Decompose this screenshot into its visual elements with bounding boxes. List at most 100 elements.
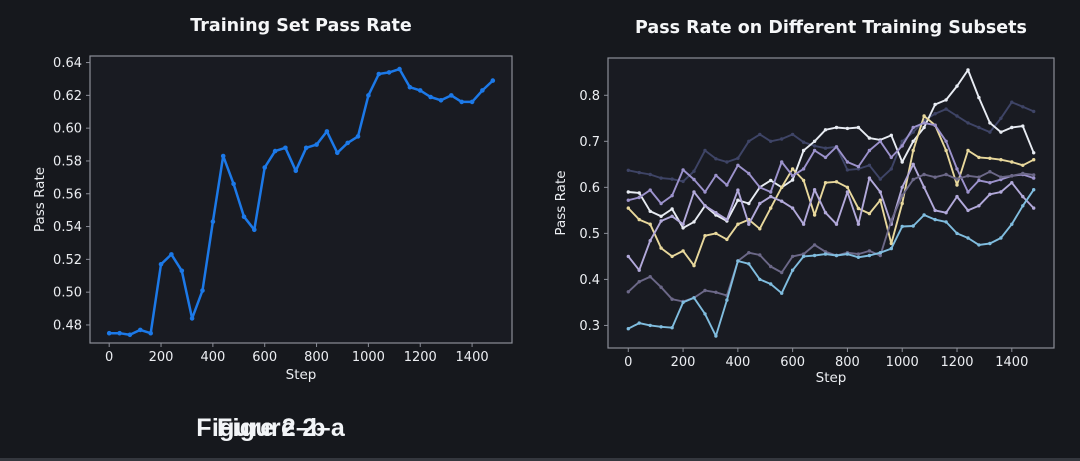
data-point-subset-slate [747, 251, 751, 255]
data-point-subset-skyblue [801, 254, 806, 259]
data-point-subset-ivory [900, 160, 904, 164]
data-point-subset-periwinkle [889, 155, 893, 160]
data-point-subset-yellow [922, 114, 926, 118]
data-point-subset-lavender [856, 222, 861, 226]
data-point-subset-ivory [845, 126, 850, 131]
data-point-subset-slate [911, 177, 915, 182]
x-tick-label: 800 [835, 355, 860, 370]
y-tick-label: 0.64 [53, 56, 82, 71]
data-point-training-set-pass-rate [345, 140, 351, 146]
y-tick-label: 0.54 [53, 220, 82, 235]
x-tick-label: 1000 [352, 350, 385, 365]
data-point-subset-skyblue [922, 213, 926, 217]
data-point-subset-yellow [780, 185, 784, 189]
data-point-subset-ivory [1032, 151, 1036, 155]
data-point-subset-navy [878, 177, 882, 181]
data-point-subset-navy [769, 139, 773, 143]
data-point-subset-yellow [878, 198, 882, 202]
data-point-subset-navy [977, 125, 981, 130]
data-point-subset-periwinkle [747, 171, 751, 176]
data-point-subset-skyblue [714, 334, 718, 338]
data-point-subset-periwinkle [758, 185, 762, 189]
data-point-subset-skyblue [692, 296, 696, 300]
data-point-subset-skyblue [834, 253, 839, 258]
y-tick-label: 0.4 [579, 273, 600, 288]
plot-area [608, 58, 1054, 348]
data-point-subset-navy [758, 132, 762, 137]
y-tick-label: 0.3 [579, 319, 600, 334]
data-point-subset-skyblue [845, 252, 850, 256]
data-point-subset-skyblue [725, 298, 729, 302]
data-point-subset-periwinkle [736, 163, 740, 167]
data-point-training-set-pass-rate [314, 142, 319, 147]
data-point-training-set-pass-rate [397, 66, 402, 72]
data-point-subset-yellow [648, 222, 652, 226]
y-tick-label: 0.60 [53, 122, 82, 137]
data-point-subset-navy [955, 114, 959, 118]
data-point-subset-navy [1010, 100, 1014, 104]
figure-2b-caption: Figure 2–b [196, 414, 326, 442]
data-point-subset-slate [780, 270, 784, 275]
x-tick-label: 800 [304, 350, 329, 365]
data-point-subset-slate [769, 264, 773, 269]
data-point-subset-yellow [966, 148, 970, 153]
series-line-subset-skyblue [627, 188, 1035, 337]
data-point-subset-yellow [845, 185, 850, 189]
data-point-training-set-pass-rate [480, 88, 485, 93]
data-point-subset-navy [867, 163, 872, 167]
data-point-subset-ivory [812, 139, 817, 143]
data-point-subset-slate [790, 254, 795, 259]
data-point-subset-periwinkle [769, 190, 773, 194]
data-point-subset-lavender [1021, 194, 1025, 199]
data-point-subset-ivory [736, 198, 740, 202]
data-point-subset-yellow [955, 183, 959, 187]
data-point-subset-yellow [736, 222, 740, 226]
data-point-subset-periwinkle [823, 155, 828, 160]
data-point-subset-navy [988, 130, 992, 134]
data-point-subset-ivory [747, 201, 751, 206]
data-point-subset-lavender [637, 268, 641, 272]
data-point-subset-lavender [834, 222, 839, 226]
data-point-subset-periwinkle [933, 123, 937, 127]
data-point-training-set-pass-rate [407, 84, 413, 90]
chart-title: Training Set Pass Rate [190, 16, 412, 36]
data-point-training-set-pass-rate [428, 94, 433, 100]
x-tick-label: 600 [780, 355, 805, 370]
data-point-subset-periwinkle [812, 148, 817, 153]
data-point-subset-ivory [637, 191, 641, 195]
data-point-subset-periwinkle [670, 193, 674, 198]
data-point-subset-slate [812, 243, 817, 247]
data-point-subset-periwinkle [900, 144, 904, 148]
data-point-subset-lavender [812, 188, 817, 192]
data-point-subset-ivory [955, 84, 959, 88]
data-point-subset-skyblue [736, 259, 740, 263]
data-point-subset-yellow [1021, 163, 1025, 167]
data-point-subset-periwinkle [911, 125, 915, 130]
data-point-subset-skyblue [889, 246, 893, 251]
data-point-subset-skyblue [878, 251, 882, 255]
chart-title: Pass Rate on Different Training Subsets [635, 18, 1027, 38]
data-point-subset-yellow [944, 148, 948, 153]
data-point-subset-ivory [944, 98, 948, 102]
data-point-subset-yellow [670, 254, 674, 259]
data-point-training-set-pass-rate [241, 214, 247, 219]
data-point-subset-navy [703, 148, 707, 153]
data-point-training-set-pass-rate [200, 288, 205, 293]
data-point-subset-skyblue [900, 224, 904, 229]
data-point-subset-ivory [988, 121, 992, 125]
data-point-subset-ivory [1010, 125, 1014, 130]
data-point-subset-skyblue [769, 282, 773, 286]
data-point-training-set-pass-rate [169, 252, 174, 257]
data-point-subset-navy [812, 144, 817, 148]
data-point-subset-ivory [692, 220, 696, 224]
data-point-subset-periwinkle [845, 160, 850, 164]
data-point-training-set-pass-rate [210, 219, 216, 224]
data-point-training-set-pass-rate [366, 93, 371, 98]
data-point-training-set-pass-rate [138, 327, 143, 333]
data-point-subset-slate [1021, 171, 1025, 176]
data-point-training-set-pass-rate [469, 99, 475, 105]
y-axis-label: Pass Rate [553, 170, 569, 235]
data-point-subset-navy [648, 172, 652, 177]
data-point-training-set-pass-rate [272, 148, 278, 154]
data-point-subset-skyblue [637, 321, 641, 325]
